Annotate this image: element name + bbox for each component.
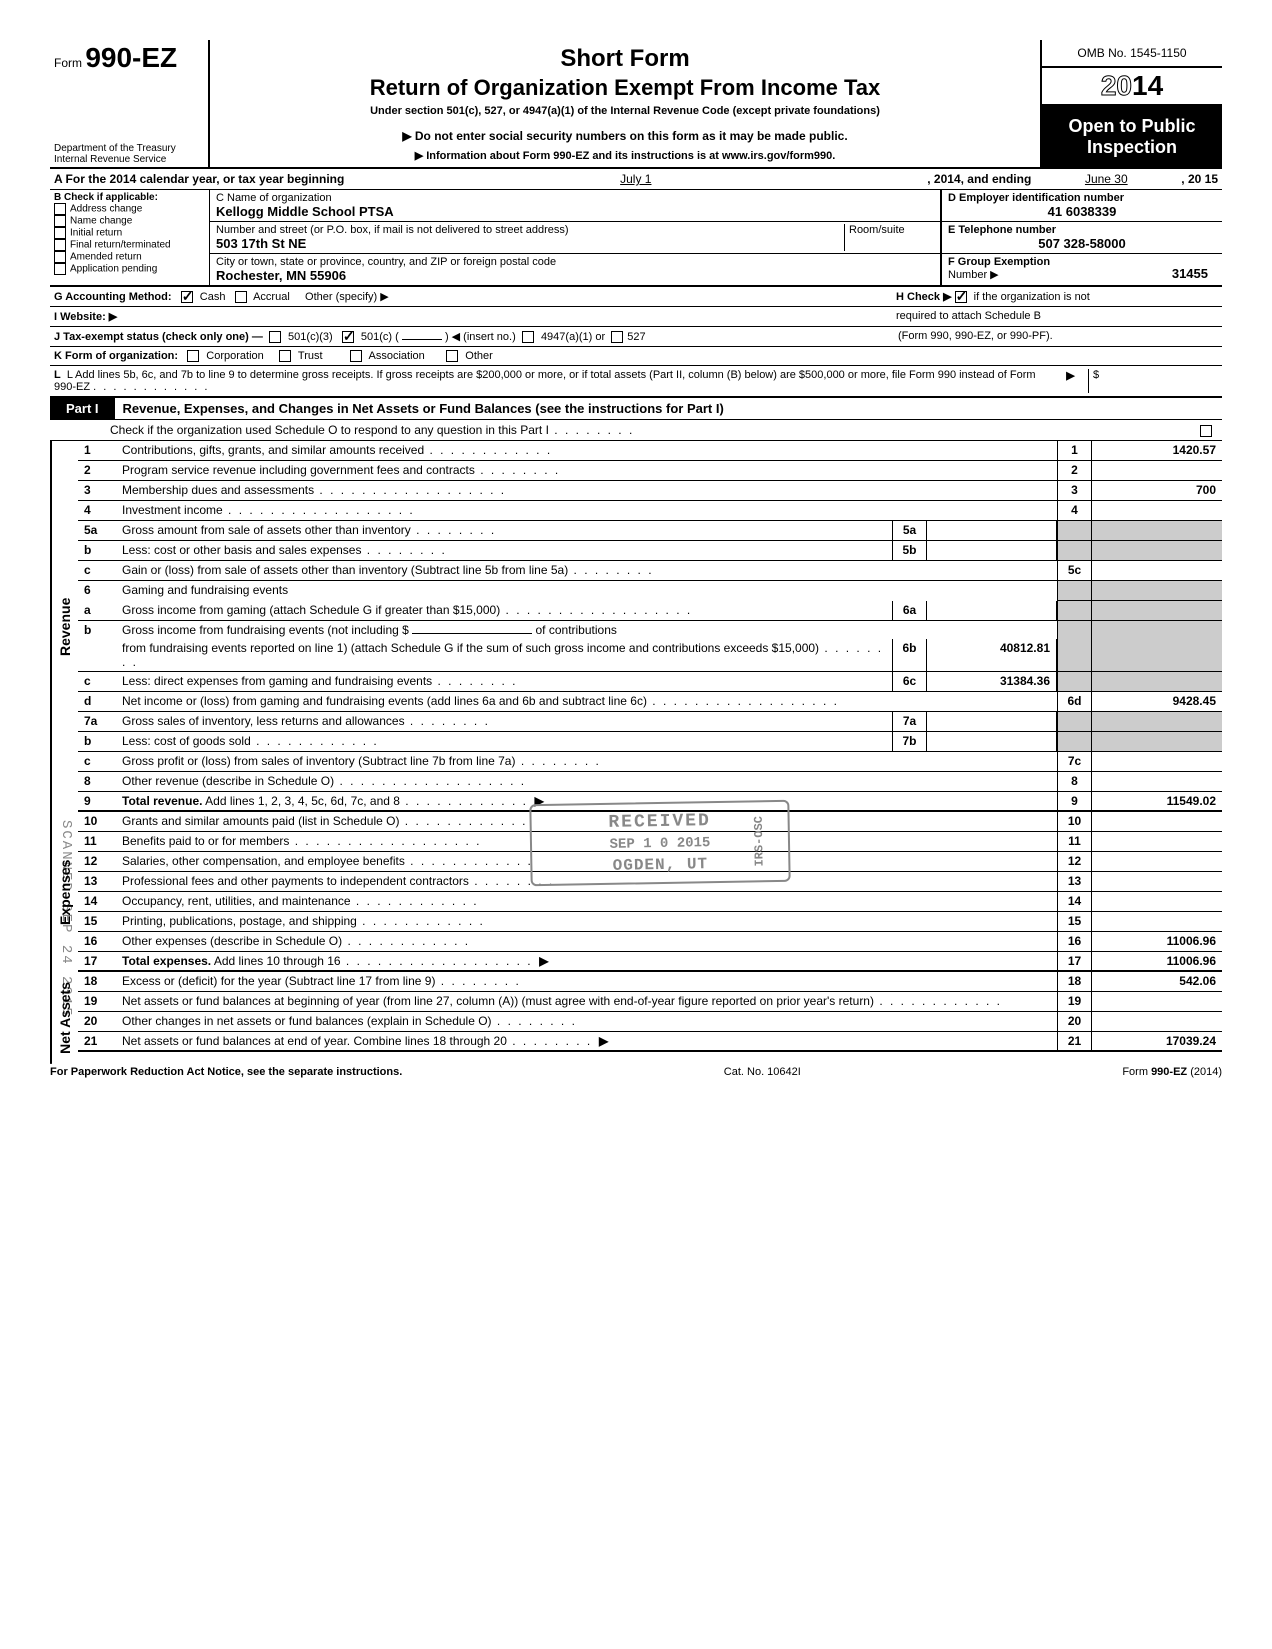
check-initial[interactable] bbox=[54, 227, 66, 239]
form-number: 990-EZ bbox=[85, 42, 177, 73]
line18-value: 542.06 bbox=[1092, 972, 1222, 991]
street-value: 503 17th St NE bbox=[216, 236, 844, 251]
info-link: ▶ Information about Form 990-EZ and its … bbox=[220, 149, 1030, 162]
ein-value: 41 6038339 bbox=[948, 204, 1216, 219]
line21-value: 17039.24 bbox=[1092, 1032, 1222, 1050]
check-527[interactable] bbox=[611, 331, 623, 343]
omb-number: OMB No. 1545-1150 bbox=[1042, 40, 1222, 68]
check-final[interactable] bbox=[54, 239, 66, 251]
check-sched-o[interactable] bbox=[1200, 425, 1212, 437]
line-l: L L Add lines 5b, 6c, and 7b to line 9 t… bbox=[50, 366, 1222, 398]
line1-value: 1420.57 bbox=[1092, 441, 1222, 460]
check-name[interactable] bbox=[54, 215, 66, 227]
check-pending[interactable] bbox=[54, 263, 66, 275]
street-label: Number and street (or P.O. box, if mail … bbox=[216, 224, 844, 236]
check-corp[interactable] bbox=[187, 350, 199, 362]
part1-sub: Check if the organization used Schedule … bbox=[50, 420, 1222, 441]
org-name-label: C Name of organization bbox=[216, 192, 934, 204]
dept-treasury: Department of the Treasury bbox=[54, 143, 204, 154]
group-value: 31455 bbox=[1050, 266, 1216, 281]
expenses-section: Expenses 10 Grants and similar amounts p… bbox=[50, 812, 1222, 972]
check-501c3[interactable] bbox=[269, 331, 281, 343]
phone-label: E Telephone number bbox=[948, 224, 1216, 236]
tax-year: 2014 bbox=[1042, 68, 1222, 106]
line-gh: G Accounting Method: Cash Accrual Other … bbox=[50, 287, 1222, 307]
group-label: F Group Exemption bbox=[948, 256, 1050, 268]
line6c-value: 31384.36 bbox=[927, 672, 1057, 691]
website-label: I Website: ▶ bbox=[54, 311, 117, 323]
netassets-section: Net Assets 18 Excess or (deficit) for th… bbox=[50, 972, 1222, 1064]
check-other-org[interactable] bbox=[446, 350, 458, 362]
line16-value: 11006.96 bbox=[1092, 932, 1222, 951]
netassets-label: Net Assets bbox=[50, 972, 78, 1064]
line9-value: 11549.02 bbox=[1092, 792, 1222, 810]
line6b-value: 40812.81 bbox=[927, 639, 1057, 671]
group-label2: Number ▶ bbox=[948, 268, 1050, 281]
title-short-form: Short Form bbox=[220, 45, 1030, 73]
revenue-section: Revenue 1 Contributions, gifts, grants, … bbox=[50, 441, 1222, 812]
city-label: City or town, state or province, country… bbox=[216, 256, 934, 268]
dept-irs: Internal Revenue Service bbox=[54, 154, 204, 165]
block-bcdef: B Check if applicable: Address change Na… bbox=[50, 190, 1222, 287]
check-amended[interactable] bbox=[54, 251, 66, 263]
phone-value: 507 328-58000 bbox=[948, 236, 1216, 251]
check-assoc[interactable] bbox=[350, 350, 362, 362]
block-b: B Check if applicable: Address change Na… bbox=[50, 190, 210, 285]
block-c: C Name of organization Kellogg Middle Sc… bbox=[210, 190, 942, 285]
received-stamp: RECEIVED SEP 1 0 2015 OGDEN, UT IRS-OSC bbox=[529, 800, 790, 887]
expenses-label: Expenses bbox=[50, 812, 78, 972]
ssn-notice: ▶ Do not enter social security numbers o… bbox=[220, 129, 1030, 143]
block-def: D Employer identification number 41 6038… bbox=[942, 190, 1222, 285]
line-j: J Tax-exempt status (check only one) — 5… bbox=[50, 327, 1222, 347]
check-cash[interactable] bbox=[181, 291, 193, 303]
subtitle: Under section 501(c), 527, or 4947(a)(1)… bbox=[220, 105, 1030, 117]
form-header: Form 990-EZ Department of the Treasury I… bbox=[50, 40, 1222, 169]
room-label: Room/suite bbox=[849, 224, 934, 236]
line6d-value: 9428.45 bbox=[1092, 692, 1222, 711]
check-trust[interactable] bbox=[279, 350, 291, 362]
footer: For Paperwork Reduction Act Notice, see … bbox=[50, 1064, 1222, 1078]
check-4947[interactable] bbox=[522, 331, 534, 343]
check-address[interactable] bbox=[54, 203, 66, 215]
form-prefix: Form bbox=[54, 56, 82, 70]
org-name: Kellogg Middle School PTSA bbox=[216, 204, 934, 219]
city-value: Rochester, MN 55906 bbox=[216, 268, 934, 283]
form-990ez: SCANNED SEP 24 2015 Form 990-EZ Departme… bbox=[50, 40, 1222, 1078]
line3-value: 700 bbox=[1092, 481, 1222, 500]
line17-value: 11006.96 bbox=[1092, 952, 1222, 970]
check-501c[interactable] bbox=[342, 331, 354, 343]
line-a: A For the 2014 calendar year, or tax yea… bbox=[50, 169, 1222, 190]
line-k: K Form of organization: Corporation Trus… bbox=[50, 347, 1222, 366]
open-to-public: Open to Public Inspection bbox=[1042, 106, 1222, 167]
title-return: Return of Organization Exempt From Incom… bbox=[220, 75, 1030, 101]
check-accrual[interactable] bbox=[235, 291, 247, 303]
ein-label: D Employer identification number bbox=[948, 192, 1216, 204]
check-sched-b[interactable] bbox=[955, 291, 967, 303]
revenue-label: Revenue bbox=[50, 441, 78, 812]
part1-header: Part I Revenue, Expenses, and Changes in… bbox=[50, 398, 1222, 420]
